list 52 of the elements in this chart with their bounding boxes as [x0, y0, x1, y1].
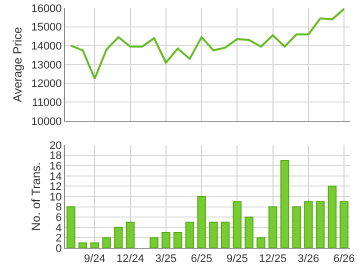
- bar: [102, 237, 111, 248]
- y-tick-label: 11000: [32, 97, 62, 110]
- bar: [185, 222, 194, 248]
- x-tick-label: 12/25: [259, 253, 287, 266]
- bar: [340, 201, 348, 248]
- bar: [256, 237, 266, 248]
- bar: [126, 222, 135, 248]
- y-tick-label: 16: [50, 160, 62, 172]
- x-tick-label: 6/26: [333, 253, 355, 266]
- bar: [244, 216, 254, 248]
- y-tick-label: 15000: [31, 22, 62, 34]
- y-tick-label: 10000: [31, 116, 62, 128]
- y-tick-label: 12: [50, 181, 62, 194]
- bar: [304, 201, 313, 248]
- bar: [66, 206, 76, 248]
- x-tick-label: 12/24: [116, 253, 144, 266]
- y-tick-label: 18: [50, 150, 62, 162]
- x-tick-label: 3/25: [155, 253, 177, 266]
- y-tick-label: 13000: [31, 59, 62, 72]
- bar: [150, 237, 158, 248]
- bar: [316, 201, 325, 248]
- y-tick-label: 0: [56, 242, 62, 255]
- bar: [268, 206, 278, 248]
- x-tick-label: 9/24: [84, 253, 106, 266]
- y-tick-label: 2: [56, 232, 62, 245]
- bar: [220, 222, 230, 248]
- bar: [173, 232, 182, 248]
- y-tick-label: 20: [50, 140, 62, 152]
- y-tick-label: 14000: [31, 40, 62, 53]
- y-axis-title: Average Price: [10, 26, 25, 102]
- y-tick-label: 12000: [31, 78, 62, 90]
- bar: [114, 226, 123, 248]
- y-tick-label: 6: [56, 212, 62, 224]
- y-tick-label: 8: [56, 202, 62, 214]
- x-tick-label: 9/25: [226, 253, 248, 266]
- x-tick-label: 6/25: [190, 253, 212, 266]
- line-series: [70, 8, 346, 80]
- bar: [162, 232, 170, 248]
- bar: [292, 206, 301, 248]
- bar: [328, 186, 337, 248]
- y-tick-label: 10: [50, 191, 62, 204]
- y-tick-label: 16000: [31, 2, 62, 15]
- bar: [280, 160, 290, 248]
- bar: [78, 242, 88, 248]
- bar: [197, 196, 206, 248]
- y-tick-label: 4: [56, 222, 62, 234]
- y-axis-title: No. of Trans.: [28, 162, 43, 231]
- bar: [209, 222, 218, 248]
- x-tick-label: 3/26: [298, 253, 320, 266]
- bar: [232, 201, 242, 248]
- bar: [90, 242, 100, 248]
- y-tick-label: 14: [50, 170, 62, 183]
